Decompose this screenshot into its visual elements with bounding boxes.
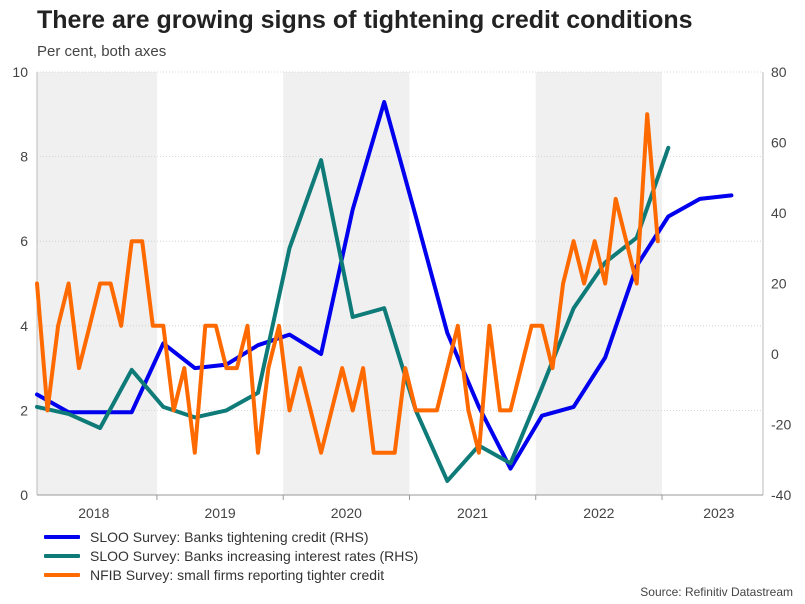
- right-tick-label: 0: [771, 346, 779, 362]
- legend-label-nfib: NFIB Survey: small firms reporting tight…: [90, 566, 385, 583]
- chart-title: There are growing signs of tightening cr…: [37, 6, 693, 34]
- x-tick-label: 2020: [331, 505, 362, 521]
- legend-item-sloo-rates: SLOO Survey: Banks increasing interest r…: [44, 546, 418, 565]
- left-tick-label: 6: [20, 233, 28, 249]
- shaded-band-2: [535, 72, 662, 495]
- legend-item-sloo-tightening: SLOO Survey: Banks tightening credit (RH…: [44, 527, 418, 546]
- series-line-1: [35, 145, 671, 483]
- legend-item-nfib: NFIB Survey: small firms reporting tight…: [44, 565, 418, 584]
- right-tick-label: 40: [771, 205, 787, 221]
- right-tick-label: 20: [771, 276, 787, 292]
- legend-swatch-sloo-rates: [44, 553, 80, 558]
- right-tick-label: -40: [771, 487, 791, 503]
- left-tick-label: 10: [12, 64, 28, 80]
- right-tick-label: 80: [771, 64, 787, 80]
- right-tick-label: 60: [771, 135, 787, 151]
- legend-swatch-sloo-tightening: [44, 534, 80, 539]
- legend-swatch-nfib: [44, 572, 80, 577]
- shaded-band-0: [37, 72, 157, 495]
- series-line-2: [35, 112, 660, 455]
- x-tick-label: 2022: [583, 505, 614, 521]
- right-tick-label: -20: [771, 417, 791, 433]
- legend-label-sloo-tightening: SLOO Survey: Banks tightening credit (RH…: [90, 528, 369, 545]
- source-note: Source: Refinitiv Datastream: [640, 585, 793, 599]
- x-tick-label: 2018: [78, 505, 109, 521]
- left-tick-label: 8: [20, 149, 28, 165]
- x-tick-label: 2021: [457, 505, 488, 521]
- x-tick-label: 2019: [205, 505, 236, 521]
- legend: SLOO Survey: Banks tightening credit (RH…: [44, 527, 418, 584]
- series-line-0: [35, 100, 734, 471]
- x-tick-label: 2023: [703, 505, 734, 521]
- chart-subtitle: Per cent, both axes: [37, 43, 167, 60]
- left-tick-label: 2: [20, 402, 28, 418]
- left-tick-label: 4: [20, 318, 28, 334]
- legend-label-sloo-rates: SLOO Survey: Banks increasing interest r…: [90, 547, 419, 564]
- left-tick-label: 0: [20, 487, 28, 503]
